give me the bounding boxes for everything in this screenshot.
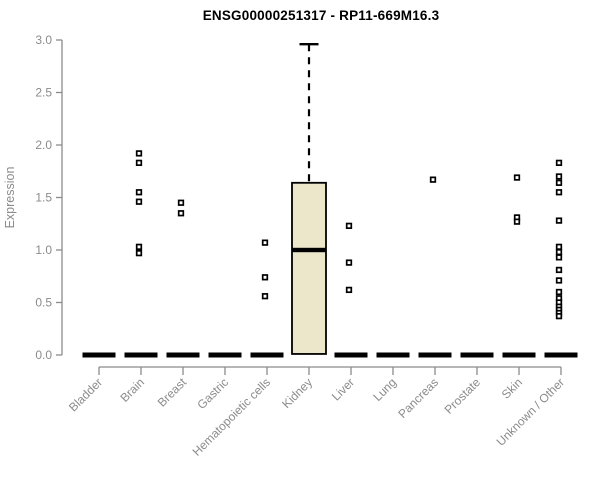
outlier-point [177,199,185,206]
x-tick-label: Liver [329,375,357,403]
outlier-point [429,176,437,183]
box-median-line [292,247,326,253]
zero-median-bar [460,352,494,358]
outlier-point [513,218,521,225]
outlier-point [177,210,185,217]
zero-median-bar [418,352,452,358]
y-tick-label: 0.0 [35,348,52,362]
outlier-point [135,243,143,251]
y-tick-label: 3.0 [35,33,52,47]
outlier-point [261,293,269,300]
y-tick-label: 2.5 [35,86,52,100]
outlier-point [135,198,143,205]
outlier-point [555,248,563,256]
outlier-point [555,277,563,284]
zero-median-bar [124,352,158,358]
outlier-point [345,286,353,294]
x-tick-label: Kidney [279,375,315,411]
outlier-point [555,313,563,320]
x-tick-label: Bladder [66,375,105,414]
outlier-point [345,222,353,230]
x-tick-label: Hematopoietic cells [190,375,273,458]
outlier-point [555,254,563,261]
zero-median-bar [208,352,242,358]
outlier-point [261,274,269,281]
outlier-point [555,288,563,296]
outlier-point [555,173,563,180]
zero-median-bar [166,352,200,358]
x-tick-label: Brain [117,375,147,405]
outlier-point [555,159,563,167]
outlier-point [555,189,563,196]
x-tick-label: Breast [155,375,190,410]
outlier-point [555,266,563,274]
outlier-point [345,259,353,266]
zero-median-bar [544,352,578,358]
outlier-point [555,217,563,224]
y-tick-label: 1.0 [35,243,52,257]
x-tick-label: Pancreas [395,375,441,421]
zero-median-bar [334,352,368,358]
box [291,181,327,355]
x-tick-label: Lung [370,375,399,404]
zero-median-bar [376,352,410,358]
outlier-point [261,239,269,246]
outlier-point [555,179,563,186]
outlier-point [555,243,563,251]
outlier-point [135,159,143,167]
chart-title: ENSG00000251317 - RP11-669M16.3 [202,8,440,23]
y-axis-label: Expression [3,167,17,229]
zero-median-bar [250,352,284,358]
x-tick-label: Gastric [194,375,231,412]
outlier-point [135,150,143,157]
x-tick-label: Skin [499,375,525,401]
outlier-point [135,250,143,257]
y-tick-label: 0.5 [35,296,52,310]
y-tick-label: 1.5 [35,191,52,205]
outlier-point [135,189,143,196]
zero-median-bar [82,352,116,358]
y-tick-label: 2.0 [35,138,52,152]
outlier-point [513,174,521,181]
zero-median-bar [502,352,536,358]
x-tick-label: Prostate [442,375,484,417]
